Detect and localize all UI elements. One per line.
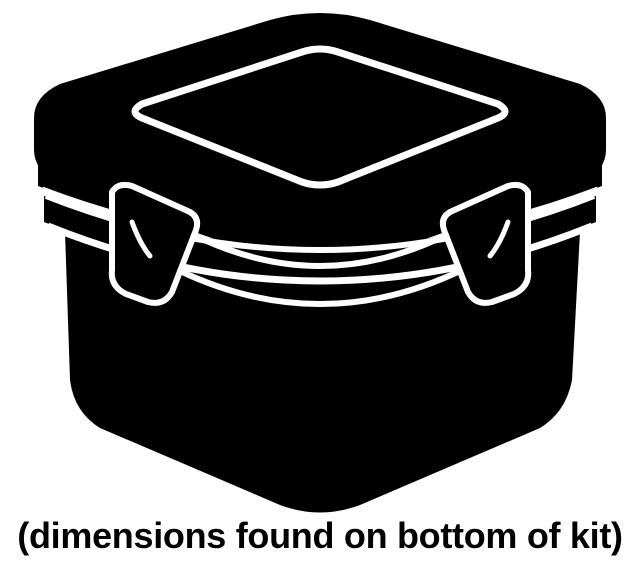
dimensions-caption: (dimensions found on bottom of kit) — [17, 515, 623, 556]
lid-inner-outline — [131, 45, 509, 189]
container-body — [65, 232, 580, 513]
right-latch — [439, 181, 532, 306]
left-latch — [108, 181, 201, 306]
storage-container-icon — [34, 13, 606, 513]
